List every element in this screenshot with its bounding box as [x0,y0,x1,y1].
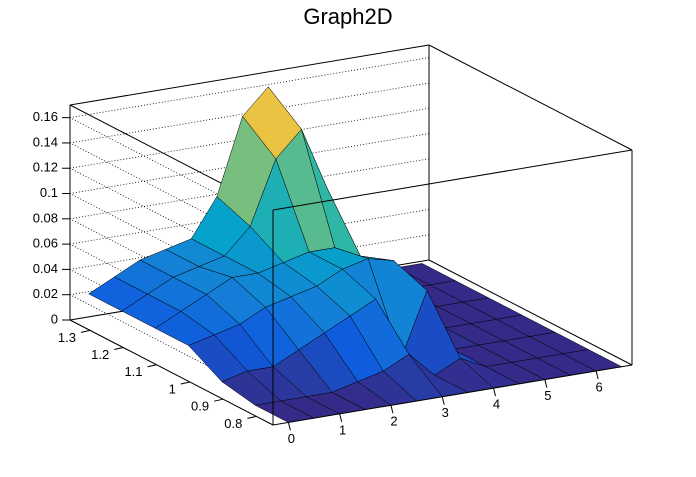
y-tick-label: 1.3 [58,330,76,345]
box-edge [272,364,633,426]
x-tick [287,422,291,431]
box-edge [428,259,633,366]
y-tick-label: 1 [169,381,176,396]
grid-line [69,158,430,220]
grid-line [69,167,274,274]
x-tick [339,413,343,422]
z-tick-label: 0.14 [33,134,58,149]
x-tick-label: 0 [288,431,295,446]
z-tick-label: 0.02 [33,286,58,301]
box-edge [428,44,633,151]
y-tick-label: 1.2 [91,347,109,362]
z-tick-label: 0.12 [33,160,58,175]
z-tick-label: 0.04 [33,261,58,276]
z-tick-label: 0.1 [40,185,58,200]
x-tick [441,396,445,405]
x-tick-label: 5 [544,388,551,403]
chart-title: Graph2D [303,4,392,29]
x-tick-label: 3 [442,405,449,420]
grid-line [69,57,430,119]
x-tick-label: 4 [493,397,500,412]
x-tick [544,379,548,388]
y-tick-label: 1.1 [124,364,142,379]
grid-line [69,133,430,194]
grid-line [69,294,274,401]
x-tick-label: 6 [595,379,602,394]
y-tick [114,347,124,351]
y-tick-label: 0.9 [191,399,209,414]
y-tick [80,329,91,333]
grid-line [69,117,274,224]
z-tick-label: 0 [51,311,58,326]
grid-line [69,107,430,169]
y-tick [213,398,224,402]
box-edge [69,44,430,106]
z-tick-label: 0.08 [33,210,58,225]
x-tick [595,370,599,380]
grid-line [69,82,430,144]
x-tick [493,388,497,397]
grid-line [69,209,430,270]
x-tick-label: 2 [390,414,397,429]
y-tick [147,364,157,368]
grid-line [69,193,274,299]
y-tick [247,415,257,419]
box-edge [272,149,633,211]
x-tick [390,405,394,414]
grid-line [69,142,274,249]
y-tick [180,381,190,385]
z-tick-label: 0.06 [33,236,58,251]
z-tick-label: 0.16 [33,109,58,124]
grid-line [69,319,274,426]
y-tick-label: 0.8 [224,416,242,431]
x-tick-label: 1 [339,422,346,437]
